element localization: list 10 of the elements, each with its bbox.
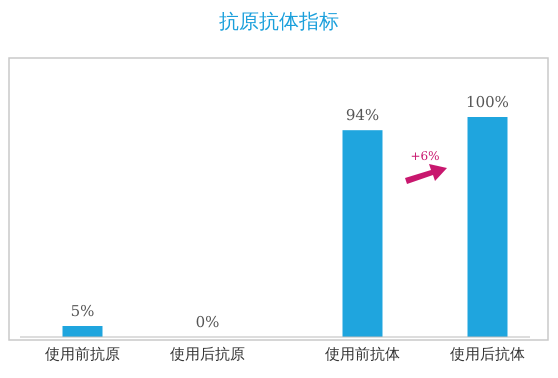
data-label: 0% [196, 313, 220, 331]
x-tick-label: 使用前抗原 [45, 345, 120, 363]
annotation: +6% [410, 149, 440, 163]
x-tick-label: 使用后抗体 [450, 345, 525, 363]
x-tick-label: 使用前抗体 [325, 345, 400, 363]
data-label: 100% [466, 93, 509, 111]
data-label: 5% [70, 302, 94, 320]
chart-title: 抗原抗体指标 [219, 9, 339, 33]
x-tick-label: 使用后抗原 [170, 345, 245, 363]
data-label: 94% [346, 106, 380, 124]
